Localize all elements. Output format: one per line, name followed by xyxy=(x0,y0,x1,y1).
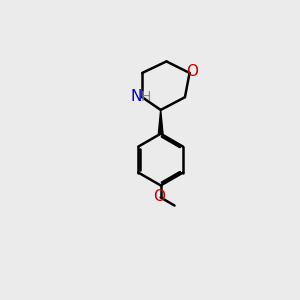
Text: H: H xyxy=(141,90,151,104)
Text: O: O xyxy=(154,189,166,204)
Text: O: O xyxy=(187,64,199,79)
Text: N: N xyxy=(130,88,141,104)
Polygon shape xyxy=(158,110,163,134)
